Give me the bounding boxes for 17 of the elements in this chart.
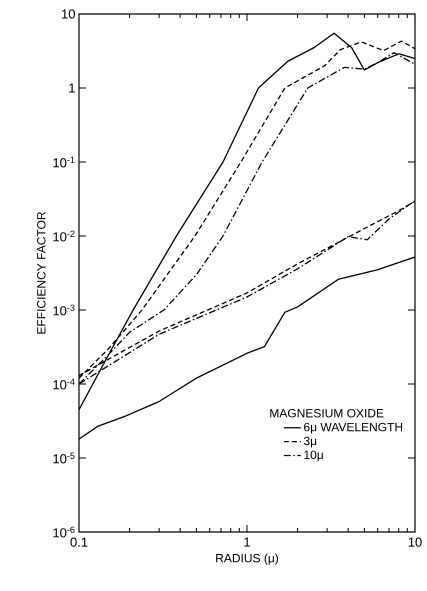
y-axis-title: EFFICIENCY FACTOR: [37, 212, 46, 334]
legend-label: 3μ: [304, 436, 316, 448]
y-tick-label: 10: [62, 9, 75, 19]
x-tick-label: 10: [408, 538, 422, 547]
y-tick-label: 10$^{-5}$: [53, 452, 75, 464]
y-tick-label: 10$^{-3}$: [53, 304, 75, 316]
y-tick-label: 10$^{-2}$: [53, 230, 74, 242]
legend-label: 10μ: [304, 450, 323, 462]
x-tick-label: 1: [244, 538, 250, 546]
legend-title: MAGNESIUM OXIDE: [270, 408, 384, 418]
x-tick-label: 0.1: [70, 538, 88, 547]
x-axis-title: RADIUS (μ): [216, 554, 278, 565]
y-tick-label: 10$^{-1}$: [53, 156, 75, 168]
y-tick-label: 10$^{-4}$: [53, 378, 75, 390]
y-tick-label: 1: [69, 84, 75, 92]
legend-label: 6μ WAVELENGTH: [304, 422, 402, 434]
y-tick-label: 10$^{-6}$: [53, 526, 75, 538]
